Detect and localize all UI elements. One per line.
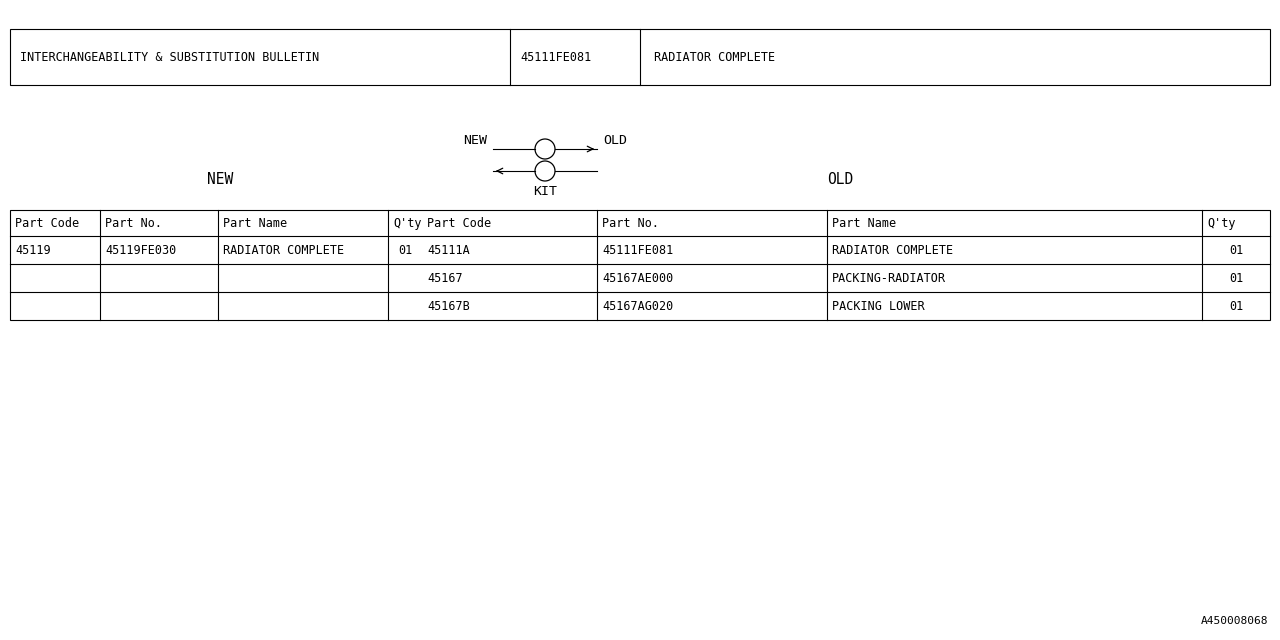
Text: Q'ty: Q'ty xyxy=(1207,216,1235,230)
Text: NEW: NEW xyxy=(463,134,486,147)
Text: Part No.: Part No. xyxy=(105,216,163,230)
Text: RADIATOR COMPLETE: RADIATOR COMPLETE xyxy=(223,243,344,257)
Text: 01: 01 xyxy=(1229,300,1243,312)
Text: 45167B: 45167B xyxy=(428,300,470,312)
Text: RADIATOR COMPLETE: RADIATOR COMPLETE xyxy=(832,243,954,257)
Text: OLD: OLD xyxy=(827,172,854,186)
Text: 45167AE000: 45167AE000 xyxy=(602,271,673,285)
Text: 45167AG020: 45167AG020 xyxy=(602,300,673,312)
Text: 45111A: 45111A xyxy=(428,243,470,257)
Text: OLD: OLD xyxy=(603,134,627,147)
Text: 01: 01 xyxy=(1229,271,1243,285)
Text: 45119FE030: 45119FE030 xyxy=(105,243,177,257)
Text: KIT: KIT xyxy=(532,185,557,198)
Text: Part Code: Part Code xyxy=(428,216,492,230)
Text: 45119: 45119 xyxy=(15,243,51,257)
Text: 01: 01 xyxy=(398,243,412,257)
Text: 01: 01 xyxy=(1229,243,1243,257)
Text: INTERCHANGEABILITY & SUBSTITUTION BULLETIN: INTERCHANGEABILITY & SUBSTITUTION BULLET… xyxy=(20,51,319,63)
Text: PACKING LOWER: PACKING LOWER xyxy=(832,300,924,312)
Text: Part Name: Part Name xyxy=(832,216,896,230)
Text: PACKING-RADIATOR: PACKING-RADIATOR xyxy=(832,271,946,285)
Text: RADIATOR COMPLETE: RADIATOR COMPLETE xyxy=(654,51,776,63)
Text: 45111FE081: 45111FE081 xyxy=(602,243,673,257)
Bar xyxy=(10,29,1270,85)
Text: Q'ty: Q'ty xyxy=(393,216,421,230)
Text: 45111FE081: 45111FE081 xyxy=(520,51,591,63)
Bar xyxy=(10,210,1270,320)
Text: Part Name: Part Name xyxy=(223,216,287,230)
Text: 45167: 45167 xyxy=(428,271,462,285)
Text: NEW: NEW xyxy=(207,172,233,186)
Text: Part No.: Part No. xyxy=(602,216,659,230)
Text: A450008068: A450008068 xyxy=(1201,616,1268,626)
Text: Part Code: Part Code xyxy=(15,216,79,230)
